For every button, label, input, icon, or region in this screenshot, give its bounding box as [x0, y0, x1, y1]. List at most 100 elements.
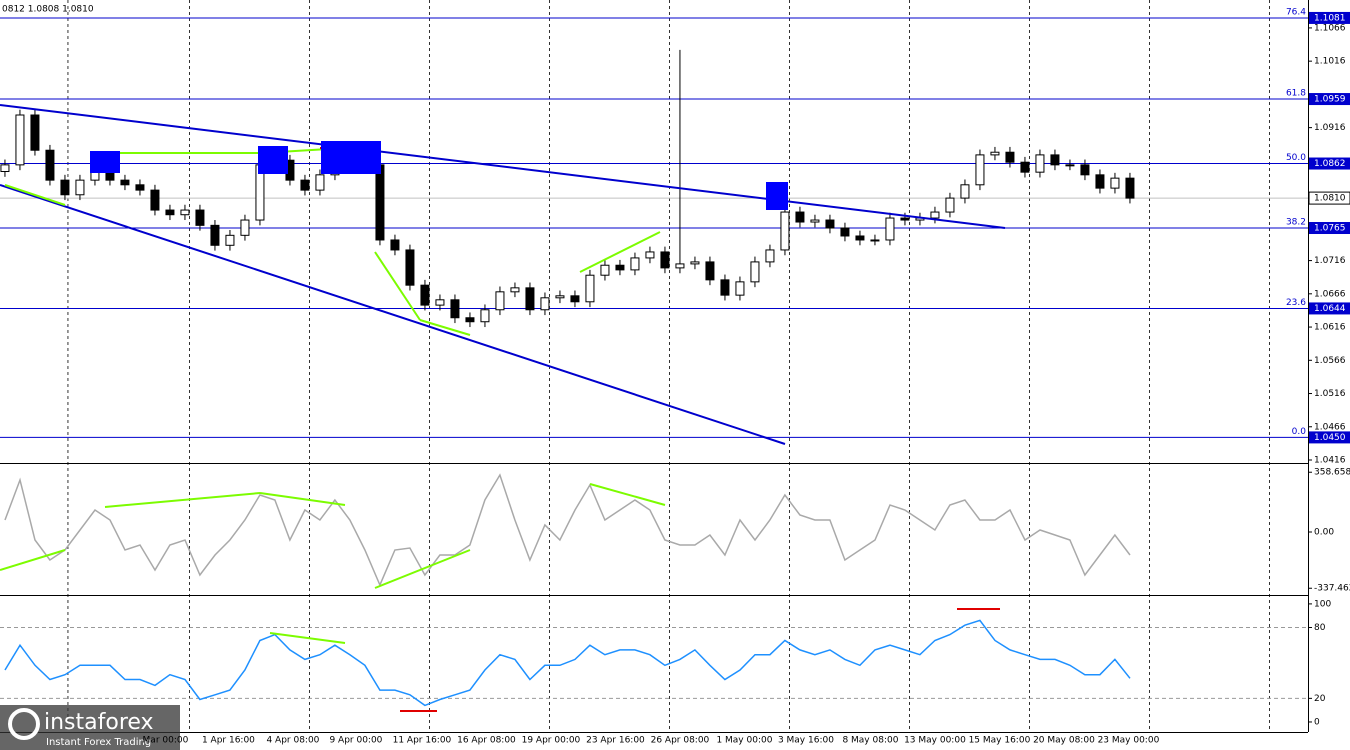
candle-body: [630, 257, 640, 271]
candle-body: [495, 291, 505, 311]
candle-body: [225, 234, 235, 246]
x-tick-label: 1 Apr 16:00: [202, 736, 255, 746]
x-tick-label: 26 Apr 08:00: [651, 736, 710, 746]
y-tick-label: 20: [1314, 694, 1326, 704]
price-label: 1.1081: [1314, 13, 1346, 23]
fib-ratio: 38.2: [1286, 218, 1306, 228]
x-tick-label: Mar 00:00: [143, 736, 189, 746]
y-tick-label: 1.1016: [1314, 57, 1346, 67]
candle-body: [1005, 151, 1015, 163]
candle-body: [900, 217, 910, 221]
candle-body: [480, 309, 490, 323]
divergence-line: [4, 184, 66, 206]
y-tick-label: 1.0716: [1314, 256, 1346, 266]
x-tick-label: 20 May 08:00: [1033, 736, 1095, 746]
candle-body: [210, 224, 220, 246]
grid: [0, 0, 1312, 732]
candle-body: [45, 149, 55, 181]
candle-body: [795, 211, 805, 223]
candle-body: [585, 274, 595, 303]
candle-body: [390, 239, 400, 251]
price-label: 1.0862: [1314, 159, 1346, 169]
price-label: 1.0644: [1314, 304, 1346, 314]
candle-body: [555, 295, 565, 299]
candle-body: [1065, 164, 1075, 167]
fib-ratio: 76.4: [1286, 7, 1306, 17]
candle-body: [645, 251, 655, 259]
candle-body: [960, 184, 970, 199]
candle-body: [1020, 161, 1030, 173]
x-tick-label: 4 Apr 08:00: [266, 736, 319, 746]
candle-body: [1125, 177, 1135, 199]
x-tick-label: 3 May 16:00: [778, 736, 834, 746]
candle-body: [870, 239, 880, 242]
candle-body: [765, 249, 775, 263]
header: 0812 1.0808 1.0810: [2, 5, 94, 15]
last-price-label: 1.0810: [1314, 194, 1346, 204]
x-tick-label: 15 May 16:00: [969, 736, 1031, 746]
x-tick-label: 16 Apr 08:00: [457, 736, 516, 746]
candle-body: [945, 197, 955, 213]
x-tick-label: 8 May 08:00: [842, 736, 898, 746]
candle-body: [600, 264, 610, 276]
fib-ratio: 23.6: [1286, 298, 1306, 308]
signal-box: [258, 146, 288, 174]
indicator-line: [4, 473, 1131, 587]
x-tick-label: 23 Apr 16:00: [586, 736, 645, 746]
divergence-line: [374, 549, 471, 589]
candle-body: [30, 114, 40, 151]
divergence-line: [104, 492, 261, 508]
y-tick-label: 1.0666: [1314, 289, 1346, 299]
x-tick-label: 13 May 00:00: [904, 736, 966, 746]
y-tick-label: -337.462: [1314, 584, 1350, 594]
candle-body: [810, 219, 820, 223]
candle-body: [990, 151, 1000, 156]
divergence-line: [419, 319, 471, 336]
y-tick-label: 1.0566: [1314, 356, 1346, 366]
signal-box: [766, 182, 788, 210]
fib-ratio: 61.8: [1286, 89, 1306, 99]
candle-body: [1095, 174, 1105, 189]
candle-body: [15, 114, 25, 166]
candle-body: [195, 209, 205, 226]
candle-body: [240, 219, 250, 236]
y-tick-label: 0: [1314, 717, 1320, 727]
candle-body: [315, 174, 325, 191]
watermark-logo: [8, 708, 40, 740]
candle-body: [540, 297, 550, 311]
marks: [0, 49, 1135, 707]
y-tick-label: 1.0616: [1314, 323, 1346, 333]
candle-body: [615, 264, 625, 271]
price-label: 1.0959: [1314, 95, 1346, 105]
candle-body: [120, 179, 130, 186]
watermark-slogan: Instant Forex Trading: [46, 737, 151, 748]
divergence-line: [374, 251, 421, 321]
candle-body: [435, 299, 445, 306]
candle-body: [570, 295, 580, 303]
candle-body: [375, 164, 385, 241]
divergence-line: [259, 492, 346, 506]
candle-body: [465, 317, 475, 323]
divergence-line: [0, 549, 66, 571]
x-tick-label: 11 Apr 16:00: [393, 736, 452, 746]
candle-body: [705, 261, 715, 281]
y-tick-label: 1.1066: [1314, 23, 1346, 33]
y-tick-label: 1.0416: [1314, 456, 1346, 466]
price-label: 1.0450: [1314, 433, 1346, 443]
candle-body: [510, 287, 520, 293]
trend-line: [0, 104, 1006, 229]
candle-body: [735, 281, 745, 296]
price-label-box: [1309, 431, 1350, 444]
y-tick-label: 358.6587: [1314, 468, 1350, 478]
candle-body: [1110, 177, 1120, 189]
candle-body: [825, 219, 835, 229]
price-label-box: [1309, 157, 1350, 170]
divergence-line: [269, 632, 346, 644]
divergence-line: [589, 483, 666, 506]
price-label-box: [1309, 93, 1350, 106]
last-price-box: [1308, 191, 1350, 205]
candle-body: [60, 179, 70, 196]
